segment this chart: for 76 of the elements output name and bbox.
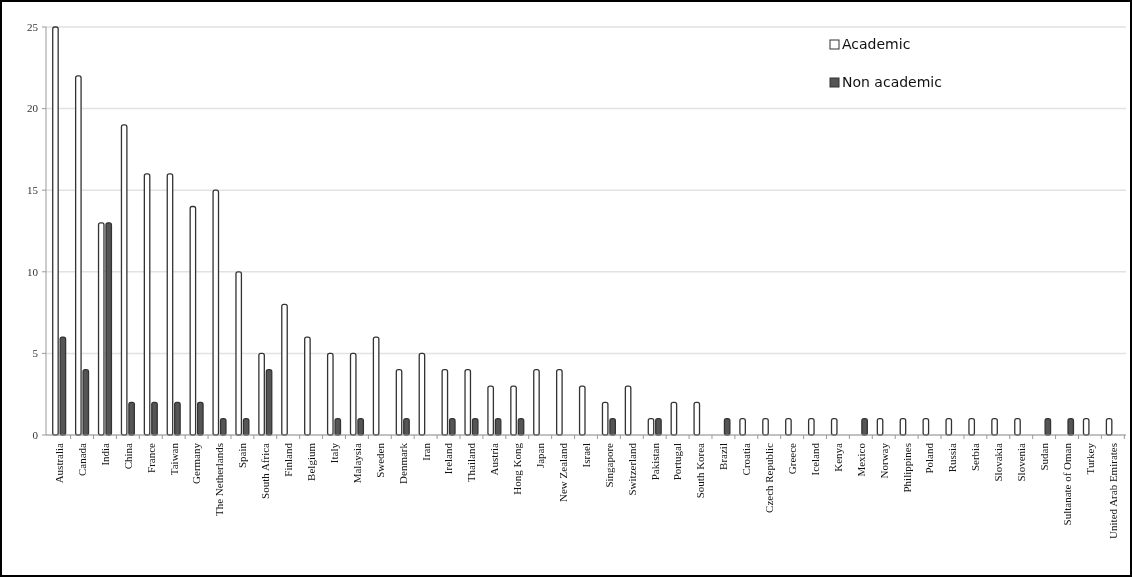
x-tick-label: Italy [327, 442, 340, 464]
x-tick-label: Sultanate of Oman [1060, 442, 1073, 526]
x-tick-label: Iceland [808, 442, 821, 476]
bar [861, 418, 868, 436]
x-tick-label: Germany [190, 442, 203, 484]
x-tick-label: Kenya [831, 442, 844, 472]
x-tick-label: Malaysia [350, 442, 363, 484]
bar [807, 418, 815, 436]
bar [578, 385, 586, 436]
x-tick-label: Ireland [442, 442, 455, 475]
x-tick-label: Sweden [373, 442, 386, 478]
x-tick-label: Switzerland [625, 442, 638, 496]
x-tick-label: Finland [282, 442, 295, 477]
x-tick-label: Sudan [1037, 442, 1050, 471]
bar [723, 418, 731, 436]
x-tick-label: Israel [579, 443, 592, 468]
x-tick-label: Japan [534, 442, 547, 469]
x-tick-label: South Africa [259, 442, 272, 499]
bar [739, 418, 746, 436]
x-tick-label: Canada [75, 442, 88, 476]
legend-label: Academic [842, 35, 911, 52]
x-tick-label: Singapore [602, 442, 615, 488]
y-tick-label: 5 [32, 347, 39, 360]
x-tick-label: Greece [786, 442, 798, 475]
x-tick-label: Norway [877, 442, 890, 479]
x-tick-label: South Korea [694, 442, 707, 499]
x-tick-label: Taiwan [167, 442, 180, 476]
x-tick-label: Thailand [465, 442, 478, 483]
bar [991, 418, 998, 436]
y-tick-label: 15 [27, 184, 39, 197]
x-tick-label: Belgium [304, 442, 317, 481]
x-tick-label: The Netherlands [213, 443, 226, 516]
bar [693, 401, 701, 436]
x-tick-label: China [121, 442, 134, 470]
y-tick-label: 10 [27, 265, 39, 278]
bar [533, 369, 540, 436]
y-tick-label: 0 [32, 428, 39, 441]
x-tick-label: Croatia [740, 442, 753, 476]
bar [830, 418, 838, 436]
x-tick-label: Spain [236, 442, 249, 469]
x-tick-label: Brazil [717, 443, 730, 470]
x-tick-label: Portugal [671, 443, 684, 481]
x-tick-label: Iran [419, 442, 432, 461]
x-tick-label: Austria [488, 442, 501, 476]
bar [785, 418, 792, 436]
x-tick-label: Poland [923, 442, 936, 474]
bar [762, 418, 769, 436]
x-tick-label: Slovakia [992, 442, 1005, 482]
bar [281, 303, 288, 436]
x-tick-label: France [144, 442, 157, 473]
bar [945, 418, 953, 436]
x-tick-label: Pakistan [648, 442, 661, 481]
bar [1044, 418, 1052, 436]
x-tick-label: Slovenia [1015, 442, 1028, 482]
x-tick-label: India [98, 442, 111, 466]
y-tick-label: 20 [27, 102, 39, 115]
y-tick-label: 25 [27, 20, 39, 33]
x-tick-label: Hong Kong [511, 442, 524, 495]
bar [1014, 418, 1021, 436]
legend-label: Non academic [842, 73, 942, 90]
x-tick-label: Turkey [1083, 442, 1096, 475]
bar [1082, 418, 1090, 436]
x-tick-label: New Zealand [556, 442, 569, 502]
x-tick-label: Australia [53, 442, 66, 484]
x-tick-label: Serbia [969, 442, 982, 472]
x-tick-label: Philippines [900, 443, 913, 493]
bar [1067, 418, 1075, 436]
bar [556, 369, 563, 436]
bar [922, 418, 930, 436]
bar [304, 336, 311, 436]
x-tick-label: United Arab Emirates [1106, 443, 1119, 539]
x-tick-label: Russia [946, 442, 959, 473]
x-tick-label: Denmark [396, 442, 409, 484]
x-tick-label: Czech Republic [763, 442, 776, 513]
x-tick-label: Mexico [854, 442, 867, 477]
bar [968, 418, 976, 436]
